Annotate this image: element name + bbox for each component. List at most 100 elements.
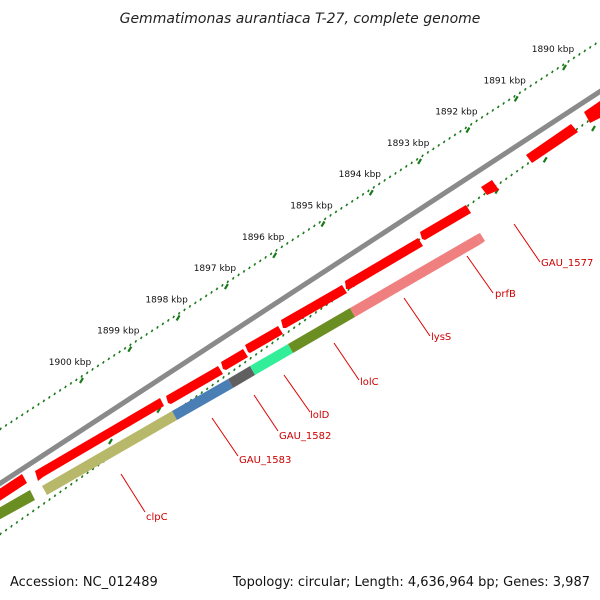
minor-tick <box>551 70 554 74</box>
minor-tick <box>233 368 236 372</box>
cds-feature <box>481 180 499 195</box>
minor-tick <box>377 182 381 186</box>
minor-tick <box>243 360 247 364</box>
minor-tick <box>442 140 446 144</box>
minor-tick <box>345 203 349 207</box>
minor-tick <box>231 276 235 280</box>
minor-tick <box>276 337 280 341</box>
minor-tick <box>102 360 105 364</box>
major-tick <box>108 438 113 445</box>
minor-tick <box>221 283 224 287</box>
minor-tick <box>394 171 397 175</box>
minor-tick <box>253 262 257 266</box>
gene-bar-lolC <box>288 308 355 353</box>
major-tick <box>175 314 181 321</box>
minor-tick <box>4 528 8 532</box>
tick-label: 1892 kbp <box>435 108 478 118</box>
minor-tick <box>183 308 186 312</box>
tick-label: 1899 kbp <box>97 327 140 337</box>
minor-tick <box>298 322 301 326</box>
minor-tick <box>399 168 403 172</box>
minor-tick <box>507 98 511 102</box>
minor-tick <box>307 227 311 231</box>
minor-tick <box>510 173 513 177</box>
minor-tick <box>437 143 441 147</box>
minor-tick <box>237 273 240 277</box>
major-tick <box>79 377 84 384</box>
minor-tick <box>145 332 148 336</box>
minor-tick <box>26 409 29 413</box>
minor-tick <box>340 206 343 210</box>
minor-tick <box>496 105 500 109</box>
minor-tick <box>91 467 95 471</box>
minor-tick <box>318 220 322 224</box>
minor-tick <box>195 394 198 398</box>
minor-tick <box>466 204 470 208</box>
minor-tick <box>575 127 579 131</box>
minor-tick <box>480 115 484 119</box>
gene-label-GAU_1582: GAU_1582 <box>279 431 331 442</box>
minor-tick <box>320 307 323 311</box>
minor-tick <box>292 326 296 330</box>
label-line-lolC <box>333 342 360 381</box>
major-tick <box>223 283 229 290</box>
minor-tick <box>172 315 175 319</box>
minor-tick <box>421 154 424 158</box>
minor-tick <box>526 162 530 166</box>
minor-tick <box>15 520 19 524</box>
minor-tick <box>296 234 300 238</box>
minor-tick <box>75 378 78 382</box>
minor-tick <box>372 185 376 189</box>
minor-tick <box>580 123 584 127</box>
minor-tick <box>491 108 495 112</box>
minor-tick <box>314 310 318 314</box>
minor-tick <box>323 217 327 221</box>
minor-tick <box>254 352 258 356</box>
gene-bar-clpC <box>0 490 35 520</box>
label-line-clpC <box>120 473 146 513</box>
tick-label: 1896 kbp <box>242 233 285 243</box>
minor-tick <box>156 325 159 329</box>
label-line-lolD <box>283 374 311 413</box>
minor-tick <box>361 192 365 196</box>
minor-tick <box>499 181 503 185</box>
minor-tick <box>313 224 316 228</box>
minor-tick <box>48 498 51 502</box>
minor-tick <box>177 311 181 315</box>
minor-tick <box>4 423 8 427</box>
minor-tick <box>123 346 127 350</box>
label-line-GAU_1582 <box>253 394 279 432</box>
cds-feature <box>281 285 347 328</box>
minor-tick <box>47 395 51 399</box>
minor-tick <box>42 399 46 403</box>
minor-tick <box>529 84 532 88</box>
tick-label: 1897 kbp <box>194 264 237 274</box>
minor-tick <box>85 371 89 375</box>
minor-tick <box>37 402 40 406</box>
major-tick <box>591 125 596 132</box>
minor-tick <box>578 52 581 56</box>
minor-tick <box>21 517 24 521</box>
minor-tick <box>523 87 527 91</box>
minor-tick <box>31 406 35 410</box>
minor-tick <box>588 45 592 49</box>
minor-tick <box>260 349 263 353</box>
tick-label: 1894 kbp <box>339 170 382 180</box>
minor-tick <box>475 119 478 123</box>
gene-bar-GAU_1582 <box>228 366 255 388</box>
forward-strand-features <box>0 101 600 501</box>
minor-tick <box>166 318 170 322</box>
minor-tick <box>26 513 30 517</box>
minor-tick <box>112 353 116 357</box>
minor-tick <box>37 505 40 509</box>
minor-tick <box>15 416 19 420</box>
minor-tick <box>222 375 225 379</box>
minor-tick <box>567 59 570 63</box>
gene-bar-clpC-extra <box>42 411 177 495</box>
minor-tick <box>150 329 154 333</box>
label-line-prfB <box>466 255 494 294</box>
minor-tick <box>161 322 165 326</box>
minor-tick <box>483 192 486 196</box>
minor-tick <box>118 350 121 354</box>
minor-tick <box>309 314 312 318</box>
